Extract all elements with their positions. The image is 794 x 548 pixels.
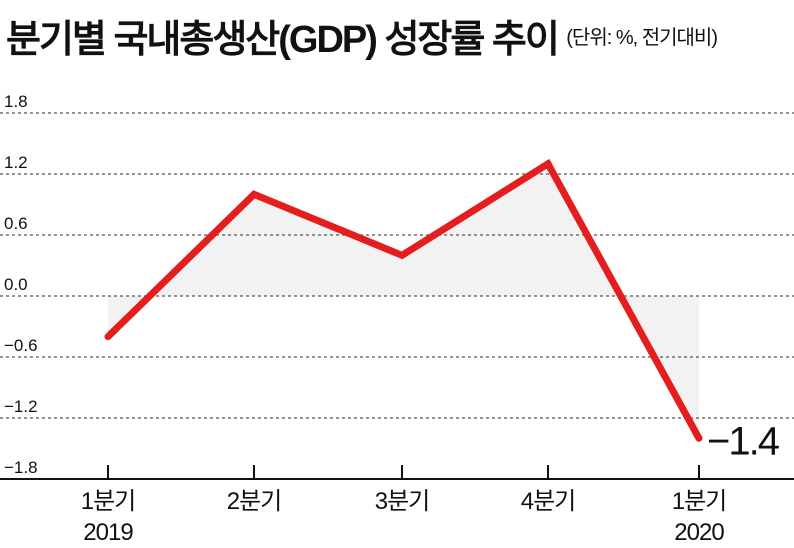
y-tick-label: 0.0 [4, 275, 28, 294]
data-point [544, 160, 552, 168]
x-tick-label: 3분기 [375, 488, 430, 515]
y-tick-label: 0.6 [4, 214, 28, 233]
data-label-last: −1.4 [707, 419, 780, 463]
x-tick-label-year: 2019 [83, 519, 133, 546]
x-tick-label: 2분기 [227, 488, 282, 515]
series-line [105, 158, 703, 441]
y-tick-label: 1.8 [4, 92, 28, 111]
x-tick-label: 1분기 [81, 488, 136, 515]
data-point [695, 434, 703, 442]
chart-subtitle: (단위: %, 전기대비) [566, 27, 718, 49]
x-tick-label-year: 2020 [674, 519, 724, 546]
y-tick-label: −1.2 [4, 397, 38, 416]
chart-header: 분기별 국내총생산(GDP) 성장률 추이 (단위: %, 전기대비) [6, 8, 718, 63]
x-tick-label: 4분기 [521, 488, 576, 515]
x-tick-label: 1분기 [672, 488, 727, 515]
data-point [250, 190, 258, 198]
series-area-fill [108, 163, 699, 439]
y-tick-label: −1.8 [4, 458, 38, 477]
data-point [104, 333, 112, 341]
data-point [398, 251, 406, 259]
y-tick-label: 1.2 [4, 153, 28, 172]
y-tick-label: −0.6 [4, 336, 38, 355]
chart-title: 분기별 국내총생산(GDP) 성장률 추이 [6, 19, 560, 61]
